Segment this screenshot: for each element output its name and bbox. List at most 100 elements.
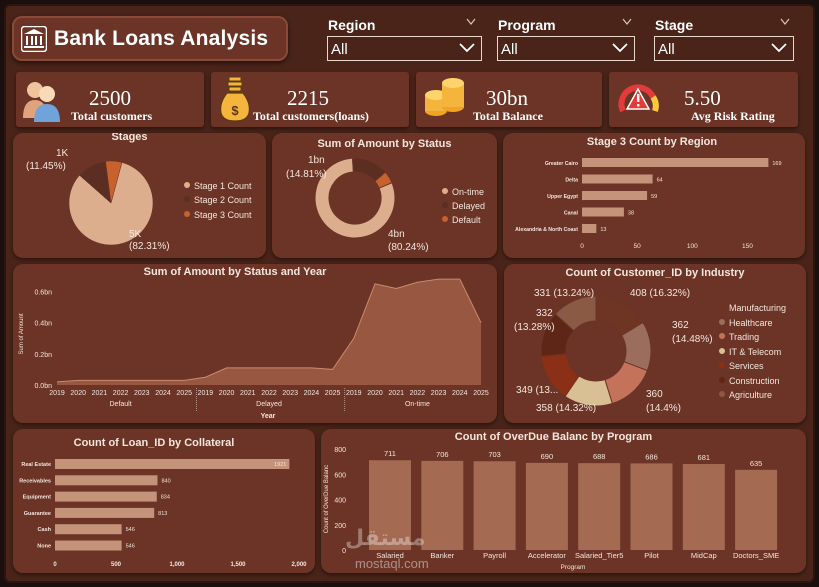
tick-label: 2022 [261, 390, 277, 397]
data-label: (82.31%) [129, 241, 170, 252]
legend-item[interactable]: Services [719, 361, 764, 371]
legend-item[interactable]: Stage 3 Count [184, 210, 252, 220]
category-label: Accelerator [528, 551, 566, 560]
stages-panel: Stages 1K (11.45%) 5K (82.31%) Stage 1 C… [13, 133, 266, 258]
pie-slice [105, 160, 123, 204]
region-bar-chart: Greater Cairo 169 Delta 64 Upper Egypt 59 Cana… [515, 158, 782, 250]
legend-item[interactable]: Healthcare [719, 318, 773, 328]
category-label: Doctors_SME [733, 551, 779, 560]
y-axis-label: Sum of Amount [19, 313, 25, 354]
program-dropdown[interactable]: All [497, 36, 635, 61]
legend-item[interactable]: Stage 1 Count [184, 181, 252, 191]
bar [682, 464, 725, 550]
tick-label: 150 [742, 243, 753, 250]
data-label: 349 (13... [516, 385, 559, 396]
watermark: مستقل [345, 525, 426, 550]
bar [55, 524, 122, 535]
legend-item[interactable]: Trading [719, 332, 759, 342]
tick-label: 0 [53, 562, 57, 568]
tick-label: 0.6bn [34, 290, 52, 297]
data-label: 1K [56, 148, 69, 159]
value-label: 690 [541, 452, 554, 461]
pie-slice [374, 171, 393, 189]
bar [582, 191, 648, 200]
data-label: 4bn [388, 229, 405, 240]
eraser-icon[interactable] [780, 18, 790, 26]
data-label: 358 (14.32%) [536, 403, 597, 414]
data-label: 408 (16.32%) [630, 288, 691, 299]
legend-item[interactable]: Manufacturing [719, 303, 786, 313]
category-label: Pilot [644, 551, 660, 560]
data-label: (14.81%) [286, 169, 327, 180]
tick-label: 2025 [176, 390, 192, 397]
y-axis-label: Count of OverDue Balanc [324, 465, 330, 533]
chart-title: Stage 3 Count by Region [586, 136, 718, 148]
eraser-icon[interactable] [622, 18, 632, 26]
data-label: 332 [536, 308, 553, 319]
legend-item[interactable]: Agriculture [719, 390, 772, 400]
tick-label: 200 [334, 523, 346, 530]
bar [55, 507, 155, 518]
tick-label: 2023 [282, 390, 298, 397]
page-title: Bank Loans Analysis [54, 27, 269, 50]
value-label: 686 [645, 452, 658, 461]
bar [473, 461, 516, 550]
kpi-value: 30bn [486, 86, 528, 110]
tick-label: 0.2bn [34, 352, 52, 359]
tick-label: 1,500 [230, 562, 246, 568]
watermark-url: mostaql.com [355, 556, 429, 571]
title-box: Bank Loans Analysis [12, 16, 288, 61]
tick-label: 2020 [219, 390, 235, 397]
legend-item[interactable]: On-time [442, 187, 484, 197]
slicer-label: Region [328, 17, 376, 33]
chevron-down-icon [459, 43, 475, 53]
status-donut-chart [314, 157, 396, 239]
tick-label: 2020 [70, 390, 86, 397]
tick-label: 2024 [452, 390, 468, 397]
slicer-value: All [331, 41, 348, 58]
chevron-down-icon [771, 43, 787, 53]
legend-item[interactable]: Delayed [442, 201, 485, 211]
legend-item[interactable]: IT & Telecom [719, 347, 781, 357]
category-label: Cash [38, 527, 52, 533]
data-label: 360 [646, 389, 663, 400]
pie-slice [554, 295, 597, 332]
group-label: Delayed [256, 401, 282, 408]
tick-label: 800 [334, 447, 346, 454]
bar [369, 460, 411, 550]
region-dropdown[interactable]: All [327, 36, 482, 61]
chart-title: Count of Customer_ID by Industry [565, 267, 745, 279]
value-label: 711 [384, 449, 396, 458]
legend-item[interactable]: Stage 2 Count [184, 195, 252, 205]
bar [582, 207, 624, 217]
eraser-icon[interactable] [466, 18, 476, 26]
data-label: (80.24%) [388, 242, 429, 253]
tick-label: 400 [334, 498, 346, 505]
tick-label: 2023 [134, 390, 150, 397]
category-label: Canal [564, 211, 579, 217]
collateral-panel: Count of Loan_ID by Collateral Real Esta… [13, 429, 315, 573]
chart-title: Stages [111, 133, 148, 143]
legend-item[interactable]: Default [442, 215, 481, 225]
tick-label: 2023 [431, 390, 447, 397]
tick-label: 2,000 [291, 562, 307, 568]
area-fill [57, 279, 481, 385]
tick-label: 2025 [325, 390, 341, 397]
data-label: (13.28%) [514, 322, 555, 333]
tick-label: 2025 [473, 390, 489, 397]
value-label: 681 [698, 453, 711, 462]
tick-label: 1,000 [169, 562, 185, 568]
category-label: Alexandria & North Coast [515, 227, 578, 233]
x-axis-label: Program [561, 564, 586, 571]
legend-item[interactable]: Construction [719, 376, 780, 386]
tick-label: 500 [111, 562, 122, 568]
people-icon [23, 82, 60, 122]
stage-dropdown[interactable]: All [654, 36, 794, 61]
bar [421, 460, 464, 550]
category-label: Receivables [19, 478, 51, 484]
value-label: 688 [593, 452, 606, 461]
tick-label: 0 [342, 548, 346, 555]
group-label: On-time [405, 401, 430, 408]
tick-label: 0.0bn [34, 383, 52, 390]
value-label: 813 [158, 511, 167, 517]
